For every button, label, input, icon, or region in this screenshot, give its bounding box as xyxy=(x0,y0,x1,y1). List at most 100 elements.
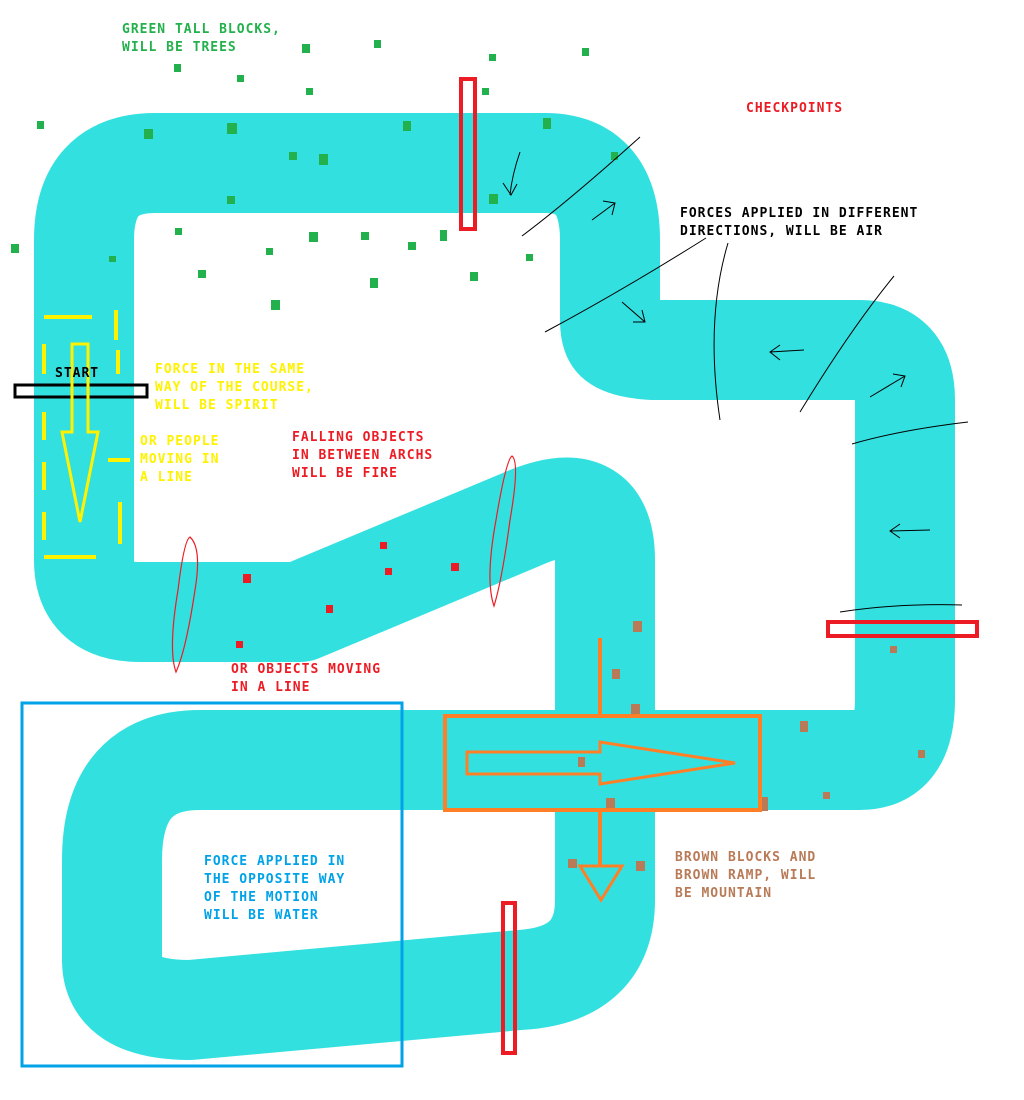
tree-block xyxy=(302,44,310,53)
tree-block xyxy=(482,88,489,95)
mountain-blocks xyxy=(568,621,925,871)
checkpoint-bottom xyxy=(501,901,517,1055)
air-line-1: FORCES APPLIED IN DIFFERENT xyxy=(680,206,919,221)
spirit-alt-line-1: OR PEOPLE xyxy=(140,434,220,449)
air-legend: FORCES APPLIED IN DIFFERENT DIRECTIONS, … xyxy=(680,205,918,241)
fire-line-1: FALLING OBJECTS xyxy=(292,430,425,445)
trees-legend: GREEN TALL BLOCKS, WILL BE TREES xyxy=(122,21,281,57)
mountain-block xyxy=(890,646,897,653)
tree-block xyxy=(489,54,496,61)
fire-arch-left xyxy=(171,536,199,674)
tree-block xyxy=(403,121,411,131)
fire-block xyxy=(385,568,392,575)
race-track xyxy=(34,113,955,1060)
ramp-arrow xyxy=(465,740,736,786)
mountain-block xyxy=(568,859,577,868)
tree-block xyxy=(144,129,153,139)
tree-block xyxy=(109,256,116,262)
mountain-block xyxy=(578,757,585,767)
trees-line-1: GREEN TALL BLOCKS, xyxy=(122,22,281,37)
fire-arches xyxy=(171,455,517,674)
air-forces xyxy=(502,136,969,613)
tree-block xyxy=(309,232,318,242)
air-arrow-icon xyxy=(769,344,805,361)
tree-block xyxy=(408,242,416,250)
tree-block xyxy=(470,272,478,281)
track-bump xyxy=(560,220,660,400)
fire-arch-right xyxy=(489,455,517,608)
checkpoints-text: CHECKPOINTS xyxy=(746,101,844,116)
water-line-3: OF THE MOTION xyxy=(204,890,319,905)
mountain-line-1: BROWN BLOCKS AND xyxy=(675,850,817,865)
water-line-2: THE OPPOSITE WAY xyxy=(204,872,346,887)
mountain-ramp xyxy=(443,638,762,903)
mountain-block xyxy=(633,621,642,632)
tree-block xyxy=(237,75,244,82)
ramp-box xyxy=(443,714,762,812)
fire-alt-legend: OR OBJECTS MOVING IN A LINE xyxy=(231,661,381,697)
mountain-block xyxy=(636,861,645,871)
mountain-block xyxy=(612,669,620,679)
spirit-legend: FORCE IN THE SAME WAY OF THE COURSE, WIL… xyxy=(155,361,314,415)
air-arrow-icon xyxy=(502,151,521,196)
fire-line-3: WILL BE FIRE xyxy=(292,466,398,481)
tree-block xyxy=(319,154,328,165)
start-text: START xyxy=(55,366,100,381)
mountain-line-3: BE MOUNTAIN xyxy=(675,886,773,901)
checkpoint-top xyxy=(459,77,477,231)
tree-block xyxy=(11,244,19,253)
mountain-block xyxy=(918,750,925,758)
mountain-legend: BROWN BLOCKS AND BROWN RAMP, WILL BE MOU… xyxy=(675,849,816,903)
air-arrow-icon xyxy=(591,200,616,221)
fire-block xyxy=(451,563,459,571)
fire-block xyxy=(236,641,243,648)
tree-block xyxy=(289,152,297,160)
water-zone xyxy=(20,701,404,1068)
start-label: START xyxy=(55,365,99,383)
tree-block xyxy=(374,40,381,48)
tree-block xyxy=(174,64,181,72)
tree-block xyxy=(227,196,235,204)
water-line-4: WILL BE WATER xyxy=(204,908,319,923)
ramp-down-arrow xyxy=(577,864,625,903)
air-arrow-icon xyxy=(889,523,931,539)
spirit-zone xyxy=(42,310,130,559)
tree-block xyxy=(306,88,313,95)
tree-block xyxy=(440,230,447,241)
fire-alt-line-2: IN A LINE xyxy=(231,680,311,695)
mountain-block xyxy=(606,798,615,810)
trees-line-2: WILL BE TREES xyxy=(122,40,237,55)
fire-line-2: IN BETWEEN ARCHS xyxy=(292,448,434,463)
air-line-2: DIRECTIONS, WILL BE AIR xyxy=(680,224,884,239)
mountain-line-2: BROWN RAMP, WILL xyxy=(675,868,817,883)
tree-block xyxy=(526,254,533,261)
tree-block xyxy=(489,194,498,204)
water-line-1: FORCE APPLIED IN xyxy=(204,854,346,869)
spirit-alt-line-2: MOVING IN xyxy=(140,452,220,467)
tree-block xyxy=(266,248,273,255)
tree-block xyxy=(543,118,551,129)
spirit-line-1: FORCE IN THE SAME xyxy=(155,362,306,377)
start-line xyxy=(13,383,149,399)
mountain-block xyxy=(631,704,640,714)
tree-blocks xyxy=(11,40,618,310)
tree-block xyxy=(271,300,280,310)
tree-block xyxy=(611,152,618,160)
spirit-arrow xyxy=(60,342,100,523)
mountain-block xyxy=(759,797,768,811)
mountain-block xyxy=(800,721,808,732)
spirit-alt-line-3: A LINE xyxy=(140,470,193,485)
checkpoints-legend: CHECKPOINTS xyxy=(746,100,843,118)
mountain-block xyxy=(823,792,830,799)
water-legend: FORCE APPLIED IN THE OPPOSITE WAY OF THE… xyxy=(204,853,345,925)
checkpoint-right xyxy=(826,620,979,638)
fire-blocks xyxy=(236,542,459,648)
fire-block xyxy=(326,605,333,613)
tree-block xyxy=(227,123,237,134)
tree-block xyxy=(198,270,206,278)
fire-block xyxy=(243,574,251,583)
fire-block xyxy=(380,542,387,549)
track-path xyxy=(34,113,955,1060)
tree-block xyxy=(582,48,589,56)
